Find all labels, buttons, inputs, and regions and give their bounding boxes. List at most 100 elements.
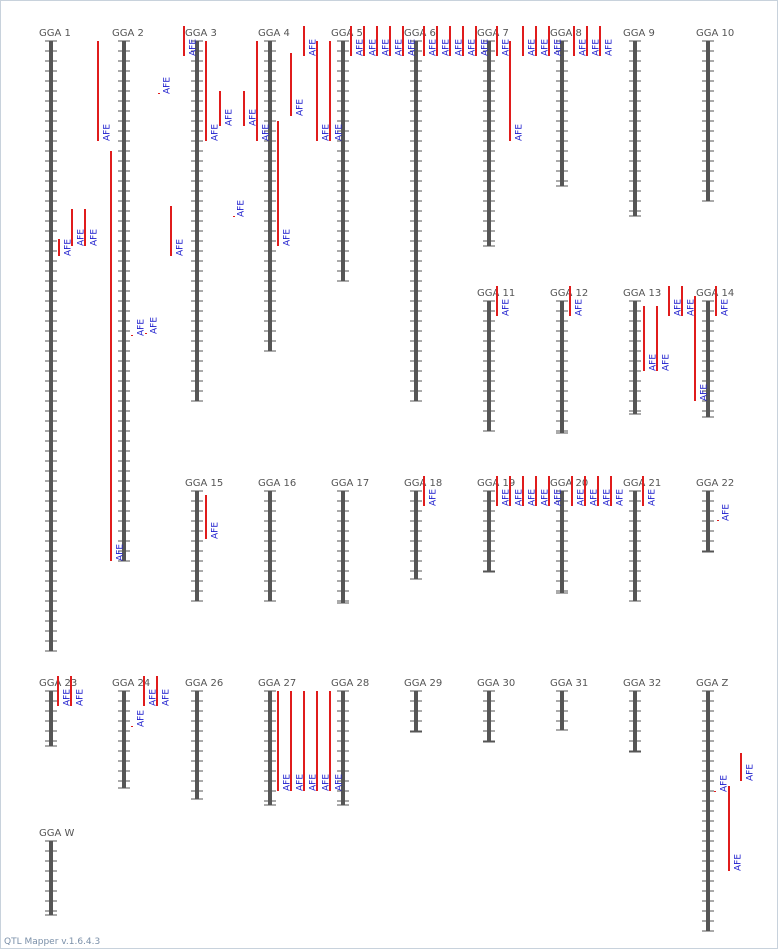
qtl-label: AFE — [515, 489, 525, 506]
gga-26-bar — [195, 691, 199, 799]
gga-9-label: GGA 9 — [623, 28, 655, 39]
gga-18-bar — [414, 491, 418, 579]
qtl-label: AFE — [103, 124, 113, 141]
qtl-label: AFE — [335, 774, 345, 791]
qtl-label: AFE — [468, 39, 478, 56]
qtl-label: AFE — [541, 39, 551, 56]
gga-7-label: GGA 7 — [477, 28, 509, 39]
qtl-label: AFE — [249, 109, 259, 126]
gga-14-bar — [706, 301, 710, 417]
gga-22-label: GGA 22 — [696, 478, 734, 489]
gga-32-label: GGA 32 — [623, 678, 661, 689]
gga-23-bar — [49, 691, 53, 746]
qtl-label: AFE — [211, 522, 221, 539]
qtl-label: AFE — [237, 200, 247, 217]
gga-16-bar — [268, 491, 272, 601]
qtl-label: AFE — [77, 229, 87, 246]
qtl-label: AFE — [579, 39, 589, 56]
qtl-label: AFE — [137, 319, 147, 336]
gga-24-bar — [122, 691, 126, 788]
qtl-label: AFE — [176, 239, 186, 256]
qtl-label: AFE — [382, 39, 392, 56]
gga-w-label: GGA W — [39, 828, 75, 839]
qtl-label: AFE — [137, 710, 147, 727]
qtl-label: AFE — [528, 39, 538, 56]
gga-12-bar — [560, 301, 564, 433]
gga-9-bar — [633, 41, 637, 216]
gga-20-bar — [560, 491, 564, 593]
gga-z-label: GGA Z — [696, 678, 729, 689]
gga-1-bar — [49, 41, 53, 651]
qtl-label: AFE — [577, 489, 587, 506]
qtl-label: AFE — [150, 317, 160, 334]
qtl-label: AFE — [262, 124, 272, 141]
qtl-label: AFE — [283, 774, 293, 791]
gga-24-label: GGA 24 — [112, 678, 150, 689]
app-version-footer: QTL Mapper v.1.6.4.3 — [4, 937, 101, 947]
qtl-label: AFE — [211, 124, 221, 141]
qtl-label: AFE — [369, 39, 379, 56]
qtl-label: AFE — [649, 354, 659, 371]
qtl-label: AFE — [554, 489, 564, 506]
qtl-label: AFE — [163, 77, 173, 94]
gga-w-bar — [49, 841, 53, 915]
qtl-label: AFE — [720, 775, 730, 792]
gga-27-label: GGA 27 — [258, 678, 296, 689]
qtl-label: AFE — [322, 124, 332, 141]
gga-29-label: GGA 29 — [404, 678, 442, 689]
qtl-label: AFE — [309, 774, 319, 791]
qtl-label: AFE — [575, 299, 585, 316]
gga-20-label: GGA 20 — [550, 478, 588, 489]
gga-3-label: GGA 3 — [185, 28, 217, 39]
qtl-label: AFE — [528, 489, 538, 506]
qtl-label: AFE — [63, 689, 73, 706]
gga-7-bar — [487, 41, 491, 246]
gga-16-label: GGA 16 — [258, 478, 296, 489]
qtl-label: AFE — [502, 299, 512, 316]
qtl-label: AFE — [429, 39, 439, 56]
qtl-label: AFE — [502, 39, 512, 56]
gga-30-label: GGA 30 — [477, 678, 515, 689]
gga-1-label: GGA 1 — [39, 28, 71, 39]
qtl-label: AFE — [541, 489, 551, 506]
qtl-label: AFE — [429, 489, 439, 506]
qtl-label: AFE — [64, 239, 74, 256]
qtl-label: AFE — [687, 299, 697, 316]
qtl-label: AFE — [149, 689, 159, 706]
qtl-label: AFE — [603, 489, 613, 506]
qtl-label: AFE — [648, 489, 658, 506]
gga-26-label: GGA 26 — [185, 678, 223, 689]
qtl-label: AFE — [395, 39, 405, 56]
gga-21-bar — [633, 491, 637, 601]
gga-27-bar — [268, 691, 272, 805]
qtl-label: AFE — [76, 689, 86, 706]
qtl-label: AFE — [734, 854, 744, 871]
gga-30-bar — [487, 691, 491, 742]
qtl-label: AFE — [502, 489, 512, 506]
gga-31-label: GGA 31 — [550, 678, 588, 689]
gga-13-label: GGA 13 — [623, 288, 661, 299]
qtl-label: AFE — [455, 39, 465, 56]
qtl-label: AFE — [721, 299, 731, 316]
qtl-label: AFE — [309, 39, 319, 56]
qtl-label: AFE — [189, 39, 199, 56]
qtl-label: AFE — [700, 384, 710, 401]
gga-5-label: GGA 5 — [331, 28, 363, 39]
qtl-label: AFE — [722, 504, 732, 521]
qtl-label: AFE — [356, 39, 366, 56]
gga-10-label: GGA 10 — [696, 28, 734, 39]
gga-28-label: GGA 28 — [331, 678, 369, 689]
gga-4-bar — [268, 41, 272, 351]
qtl-label: AFE — [442, 39, 452, 56]
qtl-label: AFE — [225, 109, 235, 126]
gga-28-bar — [341, 691, 345, 805]
qtl-label: AFE — [592, 39, 602, 56]
qtl-label: AFE — [746, 764, 756, 781]
gga-4-label: GGA 4 — [258, 28, 290, 39]
qtl-label: AFE — [90, 229, 100, 246]
qtl-label: AFE — [662, 354, 672, 371]
qtl-label: AFE — [674, 299, 684, 316]
qtl-label: AFE — [616, 489, 626, 506]
